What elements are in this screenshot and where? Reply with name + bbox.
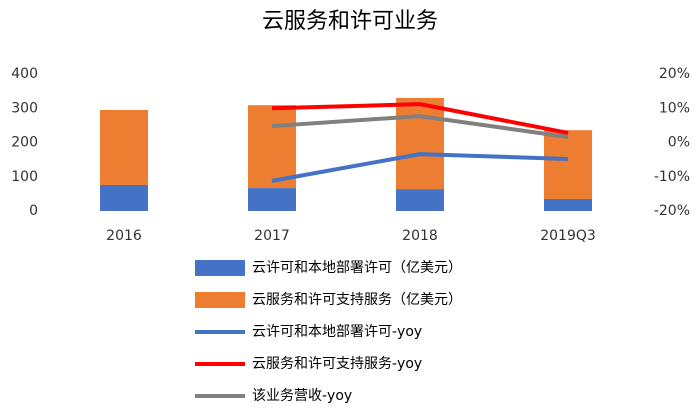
legend-label: 云许可和本地部署许可（亿美元） — [252, 260, 462, 276]
y-tick-label: 100 — [11, 169, 38, 185]
chart-title: 云服务和许可业务 — [262, 9, 438, 34]
y2-tick-label: -10% — [654, 169, 690, 185]
y2-tick-label: 0% — [668, 135, 690, 151]
bar — [544, 130, 592, 200]
bar — [544, 199, 592, 211]
legend-label: 云许可和本地部署许可-yoy — [252, 324, 422, 340]
x-tick-label: 2017 — [254, 228, 290, 244]
bar — [100, 109, 148, 185]
legend-label: 云服务和许可支持服务（亿美元） — [252, 292, 462, 308]
legend-swatch — [195, 260, 245, 276]
y2-tick-label: -20% — [654, 203, 690, 219]
y-tick-label: 400 — [11, 66, 38, 82]
bar — [248, 105, 296, 189]
y-tick-label: 200 — [11, 135, 38, 151]
bar — [248, 188, 296, 211]
line — [271, 102, 569, 135]
y2-tick-label: 10% — [659, 100, 690, 116]
line — [271, 114, 569, 140]
y2-tick-label: 20% — [659, 66, 690, 82]
y-tick-label: 300 — [11, 100, 38, 116]
x-tick-label: 2019Q3 — [540, 228, 596, 244]
legend-label: 该业务营收-yoy — [252, 388, 352, 404]
bar — [100, 184, 148, 211]
x-tick-label: 2018 — [402, 228, 438, 244]
bar — [396, 189, 444, 211]
legend-label: 云服务和许可支持服务-yoy — [252, 356, 422, 372]
x-tick-label: 2016 — [106, 228, 142, 244]
legend-swatch — [195, 292, 245, 308]
line — [271, 152, 569, 183]
y-tick-label: 0 — [29, 203, 38, 219]
bar — [396, 97, 444, 190]
